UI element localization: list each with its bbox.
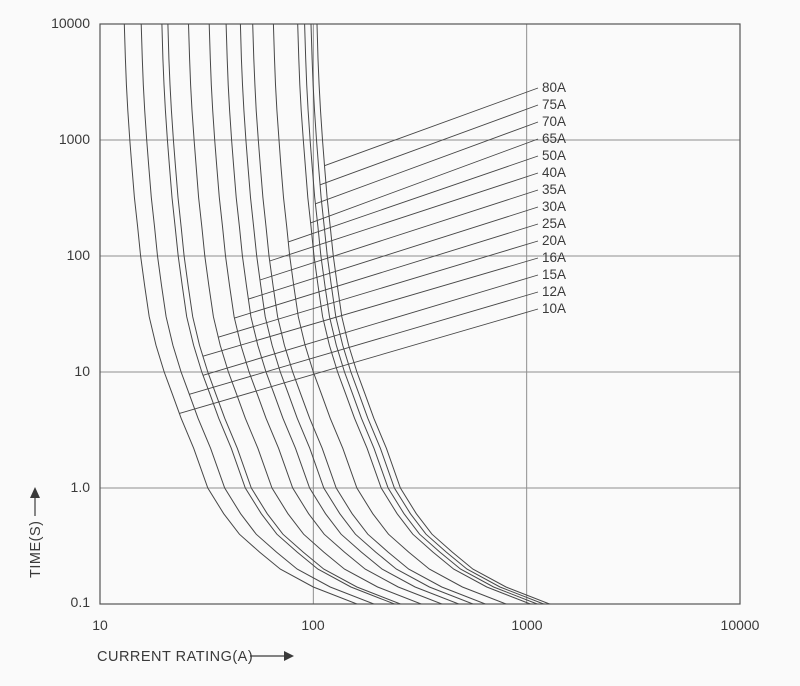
curve-30A <box>225 24 461 604</box>
y-tick-1: 1.0 <box>71 479 91 495</box>
y-tick-10: 10 <box>74 363 90 379</box>
curve-label-10A: 10A <box>542 301 566 316</box>
y-axis-title: TIME(S) <box>28 487 44 578</box>
curve-65A <box>297 24 532 604</box>
curve-70A <box>304 24 539 604</box>
y-axis-up-arrowhead-icon <box>30 487 40 498</box>
leader-line-16A <box>202 257 539 357</box>
leader-line-15A <box>202 274 539 376</box>
leader-line-35A <box>259 189 539 281</box>
leader-line-10A <box>179 308 539 414</box>
curve-35A <box>239 24 475 604</box>
x-axis-tick-labels: 10 100 1000 10000 <box>92 617 759 633</box>
leader-line-25A <box>234 223 539 319</box>
y-axis-title-text: TIME(S) <box>28 521 44 578</box>
curve-labels: 80A 75A 70A 65A 50A 40A 35A 30A 25A 20A 16A 15A 12A 1… <box>542 80 566 316</box>
curve-label-20A: 20A <box>542 233 566 248</box>
curve-10A <box>123 24 359 604</box>
curve-16A <box>167 24 402 604</box>
leader-line-30A <box>248 206 539 300</box>
y-tick-0-1: 0.1 <box>71 594 91 610</box>
curve-label-16A: 16A <box>542 250 566 265</box>
leader-line-70A <box>315 121 539 205</box>
leader-line-65A <box>310 138 539 224</box>
x-tick-100: 100 <box>301 617 325 633</box>
x-tick-10: 10 <box>92 617 108 633</box>
curve-label-35A: 35A <box>542 182 566 197</box>
curve-20A <box>188 24 423 604</box>
curve-40A <box>252 24 487 604</box>
curve-15A <box>161 24 396 604</box>
fuse-curves <box>123 24 551 604</box>
x-axis-title-text: CURRENT RATING(A) <box>97 649 253 665</box>
x-tick-1000: 1000 <box>511 617 542 633</box>
leader-line-40A <box>269 172 539 262</box>
curve-label-leader-lines <box>179 87 539 414</box>
leader-line-80A <box>324 87 539 167</box>
curve-75A <box>310 24 545 604</box>
leader-line-20A <box>218 240 539 338</box>
curve-label-12A: 12A <box>542 284 566 299</box>
leader-line-75A <box>319 104 539 186</box>
curve-label-80A: 80A <box>542 80 566 95</box>
leader-line-50A <box>288 155 539 243</box>
curve-label-65A: 65A <box>542 131 566 146</box>
curve-80A <box>316 24 551 604</box>
curve-label-40A: 40A <box>542 165 566 180</box>
curve-label-50A: 50A <box>542 148 566 163</box>
leader-line-12A <box>189 291 539 395</box>
curve-label-70A: 70A <box>542 114 566 129</box>
curve-label-25A: 25A <box>542 216 566 231</box>
y-tick-10000: 10000 <box>51 15 90 31</box>
curve-label-15A: 15A <box>542 267 566 282</box>
y-tick-1000: 1000 <box>59 131 90 147</box>
curve-50A <box>272 24 508 604</box>
x-axis-title: CURRENT RATING(A) <box>97 649 294 665</box>
y-tick-100: 100 <box>67 247 91 263</box>
x-tick-10000: 10000 <box>721 617 760 633</box>
curve-25A <box>208 24 444 604</box>
y-axis-tick-labels: 10000 1000 100 10 1.0 0.1 <box>51 15 90 610</box>
curve-label-75A: 75A <box>542 97 566 112</box>
curve-12A <box>140 24 376 604</box>
curve-label-30A: 30A <box>542 199 566 214</box>
x-axis-right-arrowhead-icon <box>284 651 294 661</box>
